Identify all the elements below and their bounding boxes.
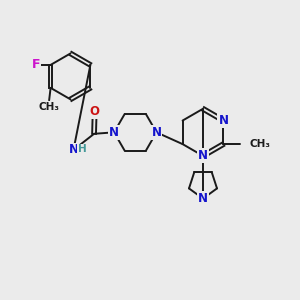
Text: N: N <box>109 126 119 139</box>
Text: N: N <box>198 149 208 162</box>
Text: H: H <box>78 144 87 154</box>
Text: CH₃: CH₃ <box>249 139 270 148</box>
Text: N: N <box>198 192 208 205</box>
Text: O: O <box>90 105 100 118</box>
Text: F: F <box>32 58 40 71</box>
Text: N: N <box>68 143 78 157</box>
Text: N: N <box>218 114 228 127</box>
Text: CH₃: CH₃ <box>39 102 60 112</box>
Text: N: N <box>152 126 161 139</box>
